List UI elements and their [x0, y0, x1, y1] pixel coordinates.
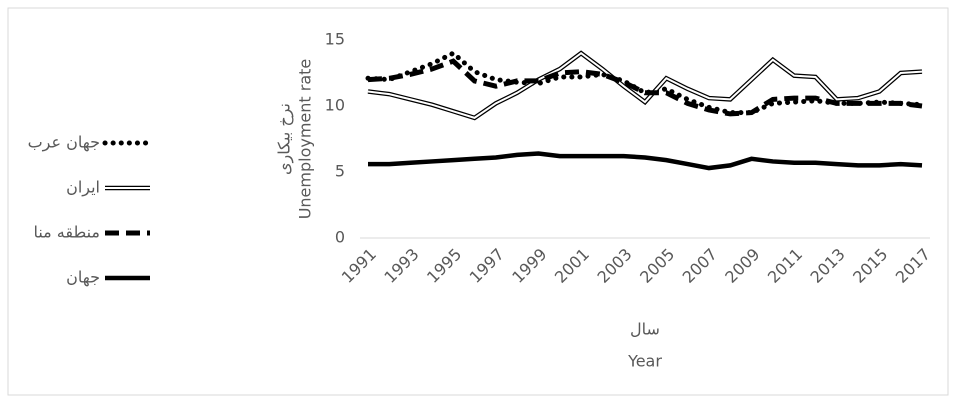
chart-frame — [7, 7, 949, 396]
legend-label: جهان عرب — [28, 133, 100, 153]
x-axis-title: Year — [627, 352, 662, 371]
series-line-inner — [367, 51, 923, 119]
y-tick-label: 15 — [325, 30, 345, 49]
y-axis-title: نرخ بیکاری — [275, 103, 295, 175]
legend-label: ایران — [66, 178, 100, 198]
legend-label: منطقه منا — [33, 223, 100, 242]
y-tick-label: 5 — [335, 162, 345, 181]
x-axis-title: سال — [630, 320, 660, 339]
series-line — [368, 151, 923, 171]
y-tick-label: 10 — [325, 96, 345, 115]
legend-label: جهان — [66, 268, 100, 288]
y-axis-title: Unemployment rate — [296, 59, 315, 220]
y-tick-label: 0 — [335, 228, 345, 247]
series-line — [367, 58, 923, 117]
